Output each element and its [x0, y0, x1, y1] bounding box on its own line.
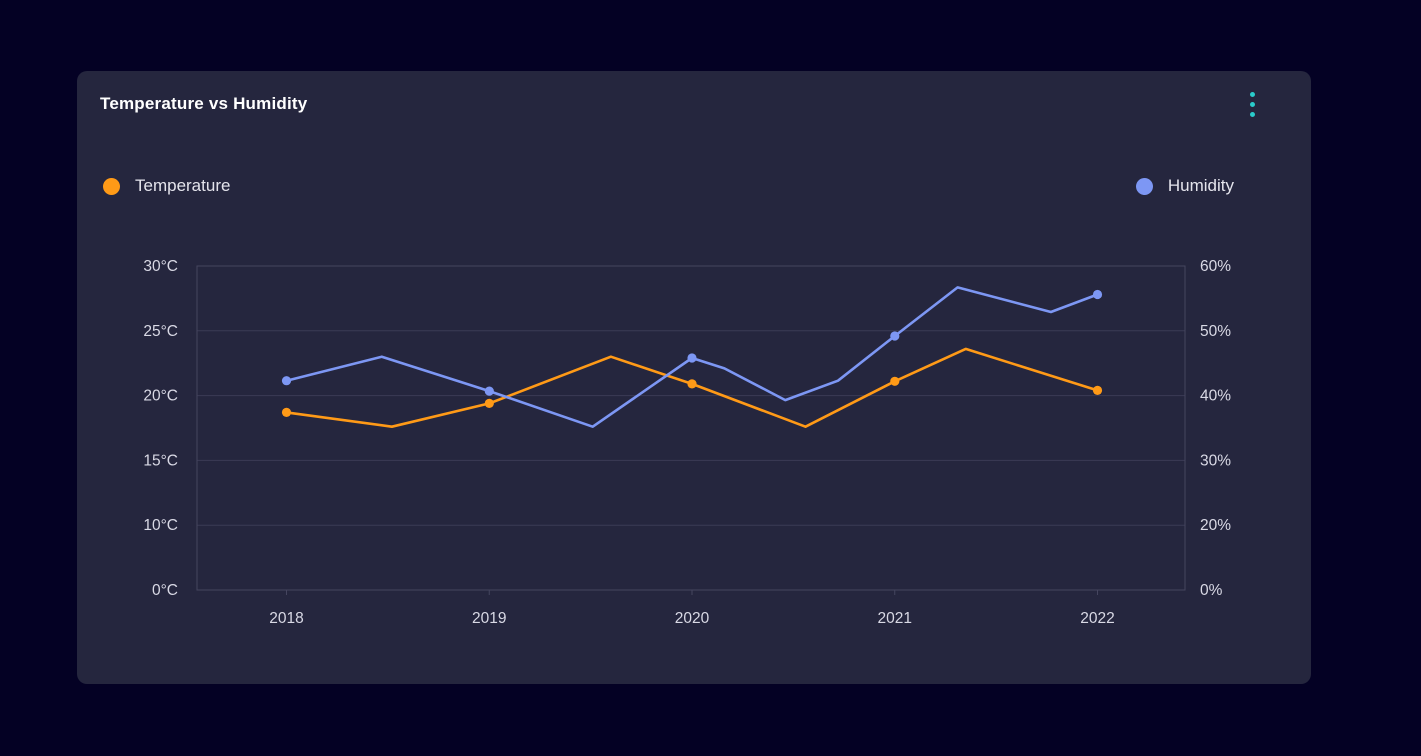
- kebab-dot: [1250, 111, 1255, 117]
- humidity-point[interactable]: [1092, 289, 1103, 300]
- humidity-point[interactable]: [687, 353, 697, 363]
- y-right-tick-label: 50%: [1200, 323, 1231, 340]
- y-left-tick-label: 30°C: [143, 258, 178, 275]
- y-right-tick-label: 60%: [1200, 258, 1231, 275]
- humidity-legend-dot-icon: [1135, 177, 1153, 195]
- y-left-tick-label: 0°C: [152, 582, 178, 599]
- temperature-point[interactable]: [281, 407, 292, 417]
- chart-legend: Temperature Humidity: [103, 175, 1234, 197]
- legend-label-humidity: Humidity: [1167, 176, 1234, 195]
- temperature-point[interactable]: [1092, 385, 1103, 395]
- legend-label-temperature: Temperature: [135, 176, 231, 195]
- chart-title: Temperature vs Humidity: [100, 94, 308, 113]
- x-tick-label: 2022: [1080, 610, 1114, 627]
- x-tick-label: 2018: [269, 610, 303, 627]
- chart-card: Temperature vs Humidity Temperature Humi…: [77, 71, 1311, 684]
- y-right-tick-label: 30%: [1200, 452, 1231, 469]
- y-right-tick-label: 40%: [1200, 388, 1231, 405]
- y-left-tick-label: 20°C: [143, 388, 178, 405]
- temperature-point[interactable]: [687, 379, 697, 389]
- temperature-point[interactable]: [890, 376, 900, 386]
- y-left-tick-label: 25°C: [143, 323, 178, 340]
- y-left-tick-label: 10°C: [143, 517, 178, 534]
- kebab-dot: [1250, 101, 1255, 107]
- humidity-point[interactable]: [484, 386, 494, 396]
- kebab-menu-icon[interactable]: [1244, 89, 1261, 120]
- temperature-point[interactable]: [484, 398, 494, 408]
- legend-item-temperature[interactable]: Temperature: [103, 176, 230, 196]
- temperature-legend-dot-icon: [103, 177, 120, 195]
- card-header: Temperature vs Humidity: [100, 91, 1287, 117]
- humidity-line: [285, 286, 1099, 429]
- y-left-tick-label: 15°C: [143, 452, 178, 469]
- line-chart: 0°C 10°C 15°C 20°C 25°C 30°C 0% 20% 30% 40% 50% 60%…: [143, 258, 1231, 627]
- x-tick-label: 2020: [675, 610, 710, 627]
- legend-item-humidity[interactable]: Humidity: [1135, 176, 1234, 196]
- y-right-tick-label: 0%: [1200, 582, 1223, 599]
- humidity-point[interactable]: [890, 331, 900, 341]
- y-right-tick-label: 20%: [1200, 517, 1231, 534]
- x-tick-label: 2021: [878, 610, 912, 627]
- kebab-dot: [1250, 91, 1255, 97]
- humidity-point[interactable]: [281, 376, 292, 386]
- x-tick-label: 2019: [472, 610, 506, 627]
- plot-border: [196, 265, 1186, 591]
